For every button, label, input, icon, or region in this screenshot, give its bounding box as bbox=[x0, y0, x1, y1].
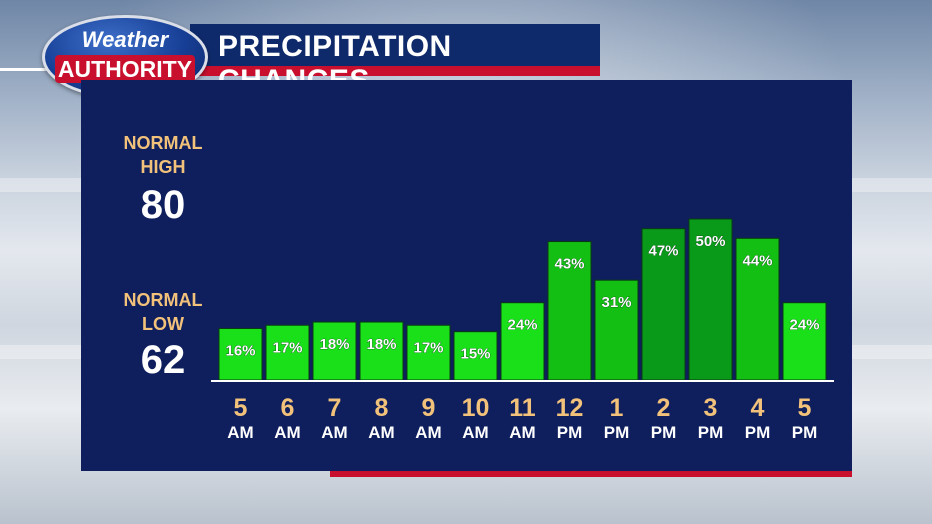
bar-value-label: 18% bbox=[319, 336, 349, 353]
header-accent-line bbox=[0, 68, 60, 71]
x-tick-hour: 11 bbox=[509, 394, 536, 422]
x-tick-period: AM bbox=[274, 423, 300, 442]
normal-low-label: NORMAL LOW bbox=[103, 288, 223, 336]
bar bbox=[312, 321, 357, 381]
bar-value-label: 18% bbox=[366, 336, 396, 353]
normal-low-label-line1: NORMAL bbox=[123, 290, 203, 310]
normal-high-label: NORMAL HIGH bbox=[103, 131, 223, 179]
bar bbox=[218, 327, 263, 381]
bar-value-label: 31% bbox=[601, 294, 631, 311]
x-tick-hour: 7 bbox=[328, 394, 342, 422]
bar bbox=[406, 324, 451, 381]
bar-value-label: 17% bbox=[272, 339, 302, 356]
x-tick-hour: 3 bbox=[704, 394, 718, 422]
bar bbox=[594, 279, 639, 381]
x-tick-hour: 12 bbox=[556, 394, 584, 422]
x-tick-hour: 1 bbox=[610, 394, 624, 422]
bar bbox=[453, 331, 498, 381]
panel-accent-bar bbox=[330, 471, 852, 477]
bar-value-label: 47% bbox=[648, 243, 678, 260]
x-tick-period: AM bbox=[415, 423, 441, 442]
bar-value-label: 16% bbox=[225, 342, 255, 359]
x-tick-hour: 4 bbox=[751, 394, 765, 422]
bar-value-label: 24% bbox=[507, 317, 537, 334]
logo-top-text: Weather bbox=[81, 27, 169, 52]
x-tick-hour: 10 bbox=[462, 394, 490, 422]
bar-value-label: 44% bbox=[742, 252, 772, 269]
bar bbox=[547, 241, 592, 381]
x-tick-period: AM bbox=[462, 423, 488, 442]
bar bbox=[688, 218, 733, 381]
bar-value-label: 24% bbox=[789, 317, 819, 334]
bar-value-label: 43% bbox=[554, 256, 584, 273]
x-tick-period: PM bbox=[698, 423, 724, 442]
bar-value-label: 17% bbox=[413, 339, 443, 356]
x-tick-period: PM bbox=[604, 423, 630, 442]
x-tick-hour: 8 bbox=[375, 394, 389, 422]
bar bbox=[500, 302, 545, 381]
bar bbox=[359, 321, 404, 381]
x-tick-period: PM bbox=[792, 423, 818, 442]
bar-value-label: 15% bbox=[460, 346, 490, 363]
normal-low-value: 62 bbox=[140, 338, 186, 382]
x-tick-hour: 6 bbox=[281, 394, 295, 422]
bar bbox=[265, 324, 310, 381]
bar-value-label: 50% bbox=[695, 233, 725, 250]
x-tick-hour: 2 bbox=[657, 394, 671, 422]
logo-bottom-text: AUTHORITY bbox=[55, 55, 195, 83]
x-tick-period: AM bbox=[227, 423, 253, 442]
x-tick-hour: 5 bbox=[234, 394, 248, 422]
x-tick-period: AM bbox=[368, 423, 394, 442]
normal-high-label-line1: NORMAL bbox=[123, 133, 203, 153]
x-tick-period: PM bbox=[557, 423, 583, 442]
normal-high-value: 80 bbox=[140, 183, 186, 227]
normal-low-label-line2: LOW bbox=[142, 314, 184, 334]
x-tick-period: AM bbox=[509, 423, 535, 442]
x-tick-period: PM bbox=[651, 423, 677, 442]
x-tick-period: AM bbox=[321, 423, 347, 442]
normal-high-label-line2: HIGH bbox=[140, 157, 186, 177]
bar bbox=[782, 302, 827, 381]
x-tick-period: PM bbox=[745, 423, 771, 442]
x-tick-hour: 5 bbox=[798, 394, 812, 422]
bar bbox=[735, 237, 780, 381]
x-tick-hour: 9 bbox=[422, 394, 436, 422]
weather-authority-logo: Weather AUTHORITY bbox=[42, 15, 208, 99]
